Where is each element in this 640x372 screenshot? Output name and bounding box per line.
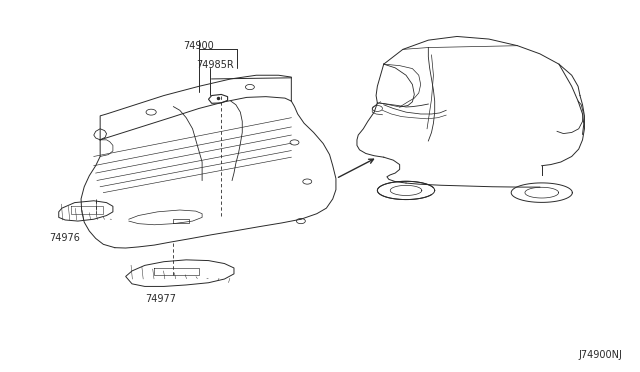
Text: 74985R: 74985R <box>196 60 234 70</box>
Text: 74977: 74977 <box>145 294 176 304</box>
Text: J74900NJ: J74900NJ <box>579 350 623 359</box>
Text: 74900: 74900 <box>183 41 214 51</box>
Text: 74976: 74976 <box>49 233 80 243</box>
